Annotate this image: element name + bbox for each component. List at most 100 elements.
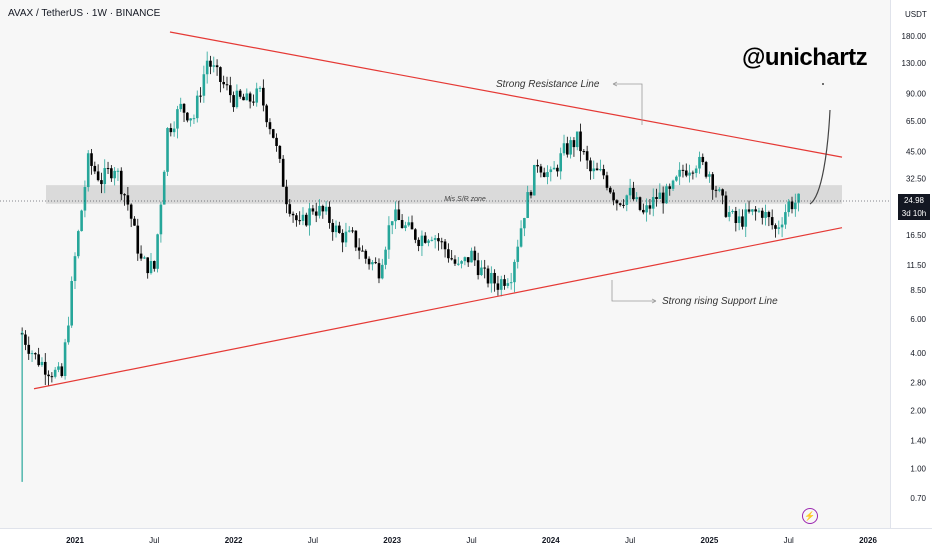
candle-body — [678, 169, 681, 177]
candle-body — [394, 209, 397, 222]
candle-body — [648, 205, 652, 209]
candle-body — [347, 230, 351, 232]
price-tick-label: 11.50 — [907, 261, 927, 270]
candle-body — [255, 88, 259, 103]
candle-body — [189, 118, 192, 121]
candle-body — [447, 249, 450, 259]
candle-body — [374, 262, 377, 264]
candle-body — [605, 175, 609, 188]
candle-body — [209, 60, 212, 67]
candle-body — [407, 222, 411, 226]
resistance-line[interactable] — [169, 31, 843, 158]
time-axis[interactable] — [0, 528, 932, 551]
candle-body — [704, 162, 708, 177]
candle-body — [123, 194, 126, 196]
candle-body — [63, 342, 67, 376]
candle-body — [328, 206, 331, 223]
candle-body — [136, 225, 140, 254]
support-line[interactable] — [33, 227, 843, 390]
time-tick-label: 2025 — [701, 536, 719, 545]
candle-body — [790, 201, 794, 210]
candle-body — [562, 143, 566, 154]
candle-body — [182, 103, 186, 113]
candle-body — [589, 160, 592, 172]
resistance-arrow-head — [612, 81, 618, 87]
resistance-pointer — [613, 83, 643, 125]
candle-body — [301, 214, 305, 221]
candle-body — [456, 263, 460, 265]
symbol-title[interactable]: AVAX / TetherUS · 1W · BINANCE — [8, 8, 161, 19]
candle-body — [714, 189, 718, 191]
candle-body — [110, 168, 113, 179]
candle-body — [252, 101, 255, 103]
candle-body — [361, 250, 364, 252]
time-ticks: 2021 Jul 2022 Jul 2023 Jul 2024 Jul 2025 Jul 2026 — [66, 536, 877, 545]
candle-body — [532, 164, 536, 196]
candle-body — [486, 268, 490, 284]
candle-body — [176, 109, 179, 129]
price-tick-label: 32.50 — [906, 174, 927, 183]
candle-body — [463, 257, 467, 262]
candle-body — [278, 145, 282, 159]
candle-body — [275, 137, 278, 146]
candle-body — [453, 259, 457, 264]
candle-body — [219, 67, 222, 82]
candle-body — [642, 209, 645, 213]
candle-body — [24, 334, 27, 345]
candle-body — [658, 192, 662, 199]
candle-body — [285, 186, 288, 205]
candle-body — [354, 230, 358, 248]
candle-body — [126, 195, 130, 205]
flash-icon[interactable]: ⚡ — [802, 508, 818, 524]
candle-body — [50, 376, 54, 378]
candle-body — [341, 232, 344, 243]
candle-body — [784, 212, 787, 225]
author-watermark: @unichartz — [742, 44, 868, 71]
candle-body — [655, 197, 658, 199]
candle-body — [734, 210, 738, 224]
candle-body — [770, 217, 774, 226]
candle-body — [146, 257, 149, 274]
price-axis[interactable] — [890, 0, 932, 528]
candle-body — [235, 90, 239, 108]
candle-body — [202, 74, 206, 96]
candle-body — [248, 93, 252, 102]
candle-body — [539, 166, 543, 173]
sr-zone — [46, 185, 842, 204]
candle-body — [311, 208, 315, 212]
price-tick-label: 2.00 — [910, 407, 926, 416]
candle-body — [496, 283, 500, 290]
candle-body — [536, 164, 539, 167]
currency-label[interactable]: USDT — [905, 10, 927, 19]
plot-svg[interactable]: Mis S/R zone Strong Resistance Line Stro… — [0, 0, 890, 528]
candle-body — [625, 195, 629, 205]
candle-body — [731, 210, 734, 213]
candle-body — [566, 143, 569, 155]
candle-body — [133, 218, 136, 226]
candle-body — [77, 231, 80, 257]
candle-body — [53, 369, 57, 377]
candle-body — [757, 210, 761, 212]
price-tick-label: 90.00 — [906, 90, 927, 99]
candle-body — [509, 282, 513, 284]
projection-dot — [822, 83, 824, 85]
candle-body — [595, 168, 599, 171]
candle-body — [443, 241, 447, 250]
candle-body — [232, 95, 235, 108]
candle-body — [380, 264, 384, 279]
candle-body — [503, 279, 506, 286]
candle-body — [651, 197, 655, 209]
sr-zone-label: Mis S/R zone — [444, 196, 486, 203]
price-tick-label: 65.00 — [906, 117, 927, 126]
candle-body — [592, 168, 596, 172]
candle-body — [450, 258, 453, 260]
candle-body — [575, 131, 579, 148]
candle-body — [628, 187, 632, 196]
candle-body — [367, 258, 371, 265]
candle-body — [754, 209, 757, 212]
candle-body — [612, 192, 615, 201]
candle-body — [40, 361, 44, 366]
candle-body — [569, 140, 572, 155]
candle-body — [318, 205, 321, 216]
candle-body — [364, 250, 368, 259]
